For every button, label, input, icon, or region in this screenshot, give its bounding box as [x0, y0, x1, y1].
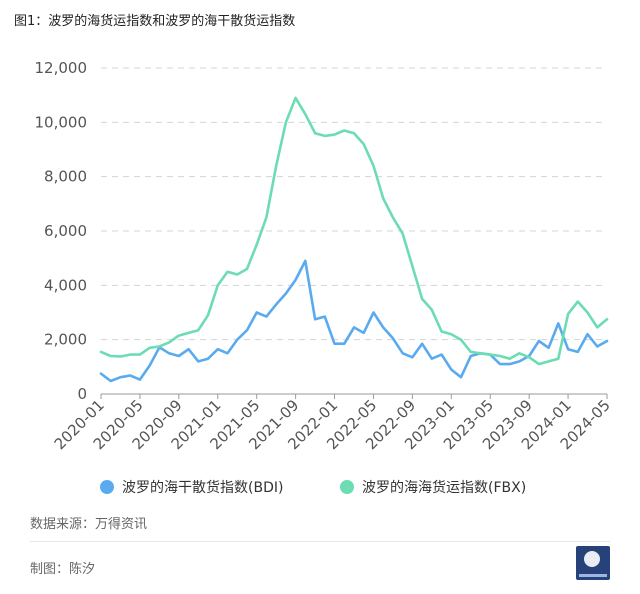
globe-icon	[584, 551, 600, 567]
series-line-bdi	[99, 259, 609, 383]
y-tick-label: 8,000	[44, 168, 87, 186]
series-lines	[99, 96, 609, 383]
x-axis: 2020-012020-052020-092021-012021-052021-…	[51, 393, 614, 453]
line-chart: 0 2,000 4,000 6,000 8,000 10,000 12,000 2020-0…	[35, 59, 614, 496]
publisher-logo	[576, 546, 610, 580]
legend-label-bdi: 波罗的海干散货指数(BDI)	[122, 479, 283, 496]
data-source-note: 数据来源：万得资讯	[30, 517, 148, 532]
gridlines	[101, 67, 607, 341]
figure-title: 图1：波罗的海货运指数和波罗的海干散货运指数	[14, 14, 296, 29]
legend-label-fbx: 波罗的海海货运指数(FBX)	[362, 479, 526, 496]
y-axis: 0 2,000 4,000 6,000 8,000 10,000 12,000	[35, 59, 88, 403]
logo-mark	[579, 574, 607, 577]
y-tick-label: 4,000	[44, 276, 87, 294]
y-tick-label: 10,000	[35, 113, 88, 131]
divider	[30, 541, 610, 542]
legend-marker-bdi	[100, 480, 114, 494]
legend-marker-fbx	[340, 480, 354, 494]
author-note: 制图：陈汐	[30, 562, 96, 577]
y-tick-label: 12,000	[35, 59, 88, 77]
y-tick-label: 2,000	[44, 331, 87, 349]
legend: 波罗的海干散货指数(BDI) 波罗的海海货运指数(FBX)	[100, 479, 526, 496]
y-tick-label: 6,000	[44, 222, 87, 240]
y-tick-label: 0	[77, 385, 87, 403]
series-line-fbx	[99, 96, 609, 366]
